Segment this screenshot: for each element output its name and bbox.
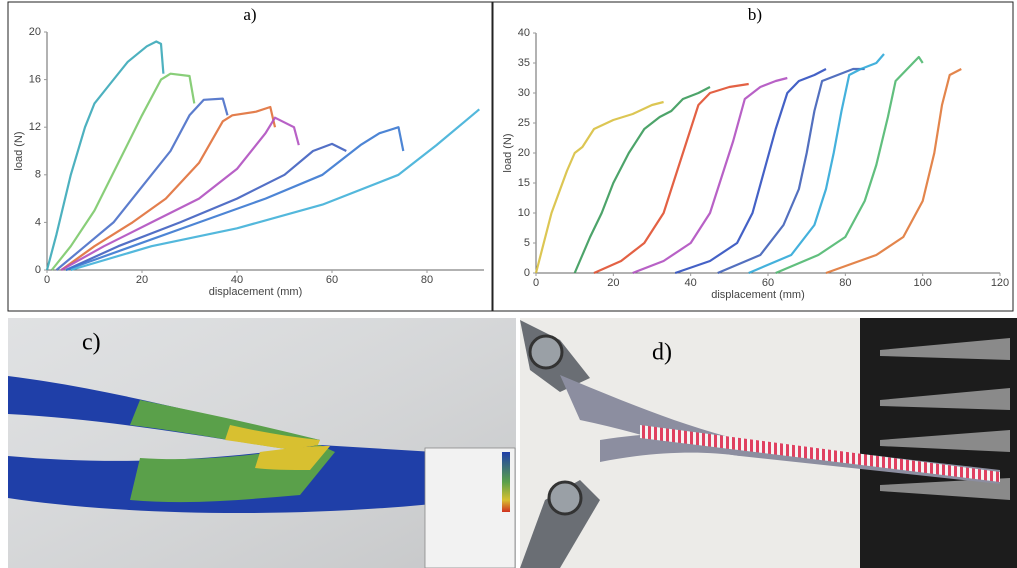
- x-tick-label: 60: [326, 274, 338, 286]
- x-tick-label: 20: [607, 277, 619, 289]
- specimen-photo: [520, 318, 1017, 568]
- load-curve: [65, 142, 347, 272]
- y-tick-label: 35: [518, 57, 530, 69]
- load-curve: [45, 40, 165, 271]
- chart-title: a): [243, 5, 256, 24]
- y-tick-label: 10: [518, 207, 530, 219]
- panel-label: c): [82, 330, 101, 356]
- simulation-photo: [8, 318, 516, 568]
- load-curve: [632, 76, 788, 275]
- x-axis-label: displacement (mm): [711, 289, 805, 301]
- x-tick-label: 40: [231, 274, 243, 286]
- y-tick-label: 30: [518, 87, 530, 99]
- y-tick-label: 15: [518, 177, 530, 189]
- y-tick-label: 0: [524, 267, 530, 279]
- x-tick-label: 40: [685, 277, 697, 289]
- x-tick-label: 0: [533, 277, 539, 289]
- load-curve: [573, 86, 711, 274]
- y-tick-label: 4: [35, 216, 41, 228]
- load-curve: [50, 72, 196, 271]
- load-curve: [825, 68, 962, 275]
- load-curve: [60, 105, 277, 271]
- x-tick-label: 120: [991, 277, 1009, 289]
- y-tick-label: 5: [524, 237, 530, 249]
- load-curve: [65, 126, 405, 272]
- x-tick-label: 100: [913, 277, 931, 289]
- load-curve: [775, 55, 924, 275]
- y-tick-label: 8: [35, 169, 41, 181]
- y-tick-label: 25: [518, 117, 530, 129]
- y-tick-label: 40: [518, 27, 530, 39]
- y-tick-label: 12: [29, 121, 41, 133]
- load-curve: [55, 97, 229, 271]
- x-tick-label: 0: [44, 274, 50, 286]
- load-curve: [717, 67, 865, 275]
- panel-label: d): [652, 340, 672, 366]
- x-tick-label: 80: [839, 277, 851, 289]
- load-curve: [593, 82, 749, 275]
- load-curve: [674, 68, 827, 275]
- y-axis-label: load (N): [502, 133, 514, 172]
- x-tick-label: 60: [762, 277, 774, 289]
- y-axis-label: load (N): [13, 131, 25, 170]
- chart-title: b): [748, 5, 762, 24]
- y-tick-label: 0: [35, 264, 41, 276]
- load-curve: [70, 108, 481, 272]
- x-tick-label: 20: [136, 274, 148, 286]
- load-curve: [748, 53, 885, 275]
- x-tick-label: 80: [421, 274, 433, 286]
- y-tick-label: 20: [29, 26, 41, 38]
- load-curve: [534, 100, 664, 274]
- x-axis-label: displacement (mm): [209, 286, 303, 298]
- load-curve: [60, 116, 300, 271]
- y-tick-label: 20: [518, 147, 530, 159]
- panel-frame: [492, 1, 1014, 312]
- y-tick-label: 16: [29, 74, 41, 86]
